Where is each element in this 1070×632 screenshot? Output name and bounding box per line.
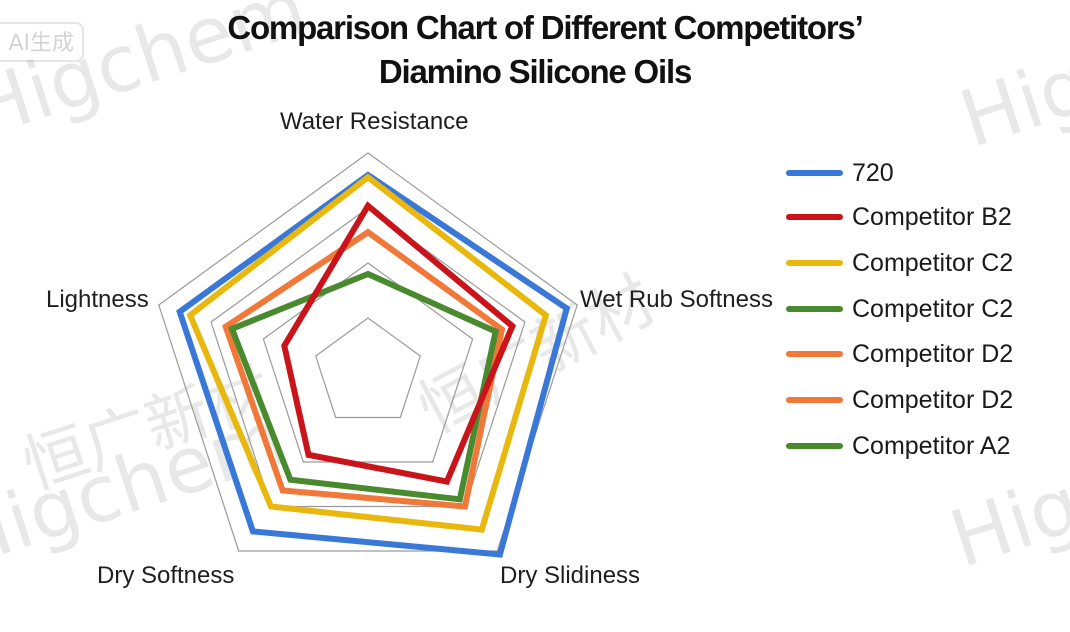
legend-label: Competitor A2 — [852, 432, 1011, 460]
axis-label-lightness: Lightness — [46, 286, 149, 313]
legend-item-competitor-d2: Competitor D2 — [786, 339, 1066, 369]
chart-title-line1: Comparison Chart of Different Competitor… — [227, 9, 864, 46]
grid-ring — [158, 152, 578, 552]
radar-grid — [158, 152, 578, 552]
series-competitor-b2 — [281, 201, 516, 485]
legend-swatch — [786, 260, 843, 266]
legend-item-competitor-a2: Competitor A2 — [786, 431, 1066, 461]
legend-label: Competitor D2 — [852, 386, 1014, 414]
legend-swatch — [786, 443, 843, 449]
legend-label: Competitor D2 — [852, 340, 1014, 368]
grid-ring — [210, 207, 526, 508]
legend-item-competitor-c2-yellow: Competitor C2 — [786, 248, 1066, 278]
axis-label-water-resistance: Water Resistance — [280, 108, 469, 135]
legend-item-competitor-b2: Competitor B2 — [786, 202, 1066, 232]
series-competitor-c2 — [186, 173, 550, 533]
axis-label-wet-rub-softness: Wet Rub Softness — [580, 286, 773, 313]
legend-label: 720 — [852, 159, 894, 187]
legend-item-competitor-c2-green: Competitor C2 — [786, 294, 1066, 324]
legend-item-competitor-d2-second: Competitor D2 — [786, 385, 1066, 415]
legend-swatch — [786, 170, 843, 176]
legend-swatch — [786, 214, 843, 220]
legend-label: Competitor C2 — [852, 249, 1014, 277]
radar-series — [176, 171, 571, 558]
legend-swatch — [786, 397, 843, 403]
series-competitor-d2 — [222, 228, 506, 510]
series-720 — [176, 171, 571, 558]
axis-label-dry-slidiness: Dry Slidiness — [500, 562, 641, 589]
ai-generated-badge: AI生成 — [0, 22, 84, 62]
grid-ring — [314, 317, 422, 419]
series-competitor-a2 — [228, 270, 500, 503]
chart-title-line2: Diamino Silicone Oils — [378, 53, 692, 90]
legend-item-720: 720 — [786, 158, 1066, 188]
legend-label: Competitor C2 — [852, 295, 1014, 323]
legend-swatch — [786, 306, 843, 312]
legend-swatch — [786, 351, 843, 357]
axis-label-dry-softness: Dry Softness — [97, 562, 235, 589]
grid-ring — [262, 262, 474, 463]
legend-label: Competitor B2 — [852, 203, 1012, 231]
